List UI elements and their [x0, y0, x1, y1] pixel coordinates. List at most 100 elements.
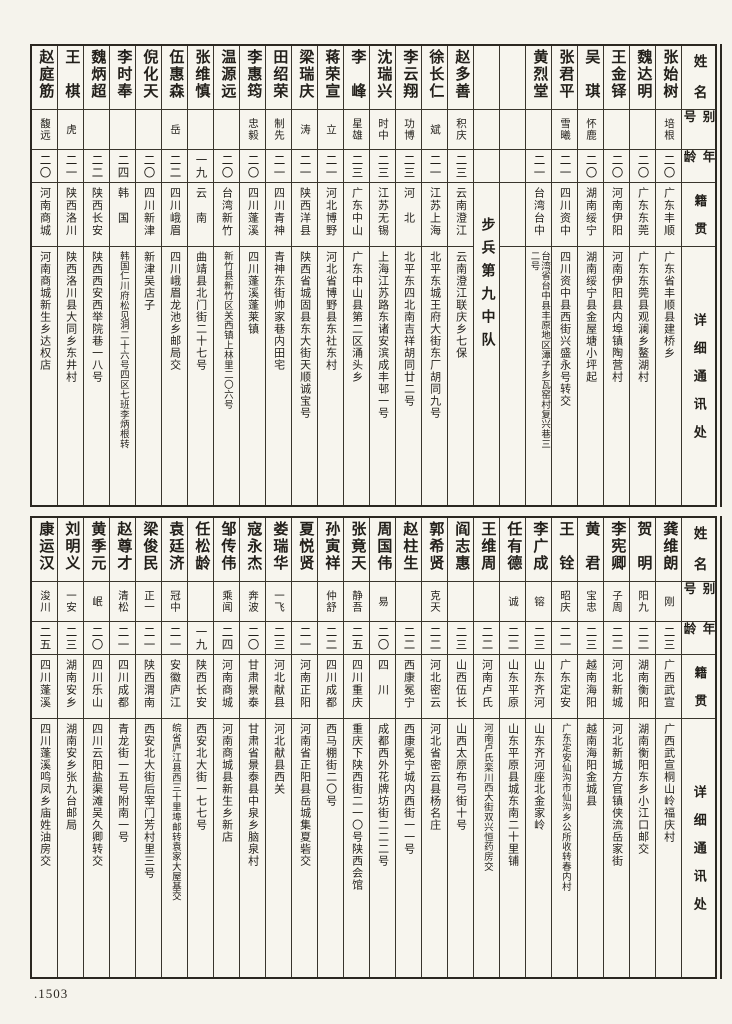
empty-name-cell: [500, 46, 525, 110]
name-cell: 李云翔: [396, 46, 421, 110]
empty-origin-cell: [500, 183, 525, 247]
origin-cell: 安徽庐江: [162, 655, 187, 719]
age-cell: 二三: [266, 622, 291, 655]
alias-cell: 正一: [136, 582, 161, 622]
roster-table-top: 姓 名别 号年 龄籍 贯详 细 通 讯 处张始树 培根 二〇 广东丰顺 广东省丰顺县建桥…: [30, 44, 722, 507]
alias-cell: 昭庆: [552, 582, 577, 622]
name-cell: 李宪卿: [604, 518, 629, 582]
name-cell: 张君平: [552, 46, 577, 110]
address-cell: 广西武宣桐山岭福庆村: [662, 723, 675, 843]
person-column: 龚维朗刚二三 广西武宣 广西武宣桐山岭福庆村: [656, 518, 682, 977]
empty-alias-cell: [474, 110, 499, 150]
name-cell: 伍惠森: [162, 46, 187, 110]
origin-cell: 山东齐河: [526, 655, 551, 719]
origin-cell: 云南澄江: [448, 183, 473, 247]
name-cell: 徐长仁: [422, 46, 447, 110]
age-cell: 二〇: [656, 150, 681, 183]
header-address: 详 细 通 讯 处: [691, 785, 707, 911]
address-cell: 陕西省城固县东大街天顺诚宝号: [298, 251, 311, 419]
age-cell: 二二: [396, 622, 421, 655]
alias-cell: 时中: [370, 110, 395, 150]
age-cell: 二三: [656, 622, 681, 655]
name-cell: 黄季元: [84, 518, 109, 582]
age-cell: 二〇: [630, 150, 655, 183]
address-cell: 新竹县新竹区关西镇上林里二〇六号: [221, 251, 232, 410]
address-cell: 四川蓬溪鸣凤乡庙姓油房交: [38, 723, 51, 867]
name-cell: 邹传伟: [214, 518, 239, 582]
origin-cell: 四川蓬溪: [32, 655, 57, 719]
origin-cell: 越南海阳: [578, 655, 603, 719]
alias-cell: 斌: [422, 110, 447, 150]
name-cell: 倪化天: [136, 46, 161, 110]
age-cell: 二三: [448, 150, 473, 183]
alias-cell: 星雄: [344, 110, 369, 150]
person-column: 赵尊才 清松 二一 四川成都 青龙街一五号附南一号: [110, 518, 136, 977]
age-cell: 二三: [448, 622, 473, 655]
person-column: 沈瑞兴 时中 二三 江苏无锡 上海江苏路东诸安滨成丰邨一号: [370, 46, 396, 505]
person-column: 张竟天 静吾 二五 四川重庆 重庆下陕西街二一〇号陕西会馆: [344, 518, 370, 977]
header-name: 姓 名: [682, 46, 715, 110]
age-cell: 二三: [578, 622, 603, 655]
person-column: 黄烈堂 二一 台湾台中 台湾省台中县丰原地区潭子乡瓦窑村复兴巷三 二号: [526, 46, 552, 505]
person-column: 赵多善 积庆 二三 云南澄江 云南澄江联庆乡七保: [448, 46, 474, 505]
address-cell: 北平东四北南吉祥胡同廿二号: [402, 251, 415, 407]
address-cell: 西安北大街一七七号: [194, 723, 207, 831]
person-column: 魏达明 二〇 广东东莞 广东东莞县观澜乡鳌湖村: [630, 46, 656, 505]
address-cell: 河北献县西关: [272, 723, 285, 795]
name-cell: 黄 君: [578, 518, 603, 582]
name-cell: 蒋荣宣: [318, 46, 343, 110]
header-age: 年 龄: [682, 150, 715, 183]
roster-table-bottom: 姓 名别 号年 龄籍 贯详 细 通 讯 处龚维朗刚二三 广西武宣 广西武宣桐山岭福庆…: [30, 516, 722, 979]
origin-cell: 四川新津: [136, 183, 161, 247]
person-column: 伍惠森岳二二 四川峨眉 四川峨眉龙池乡邮局交: [162, 46, 188, 505]
header-alias: 别 号: [682, 110, 715, 150]
age-cell: 二二: [318, 622, 343, 655]
address-cell: 西马棚街二〇号: [324, 723, 337, 807]
address-cell: 湖南衡阳东乡小江口邮交: [636, 723, 649, 855]
header-age: 年 龄: [682, 622, 715, 655]
name-cell: 李时奉: [110, 46, 135, 110]
person-column: 王 铨昭庆 二一 广东定安 广东定安仙沟市仙沟乡公所收转春内村: [552, 518, 578, 977]
alias-cell: 乘闻: [214, 582, 239, 622]
origin-cell: 广东丰顺: [656, 183, 681, 247]
age-cell: 二二: [474, 622, 499, 655]
age-cell: 二〇: [578, 150, 603, 183]
alias-cell: 宝忠: [578, 582, 603, 622]
person-column: 寇永杰 奔波 二〇 甘肃景泰 甘肃省景泰县中泉乡脑泉村: [240, 518, 266, 977]
origin-cell: 河南商城: [214, 655, 239, 719]
person-column: 张君平 雪曦 二一 四川资中 四川资中县西街兴盛永号转交: [552, 46, 578, 505]
age-cell: 二〇: [240, 150, 265, 183]
origin-cell: 江苏无锡: [370, 183, 395, 247]
origin-cell: 河南正阳: [292, 655, 317, 719]
age-cell: 二二: [162, 150, 187, 183]
name-cell: 李广成: [526, 518, 551, 582]
origin-cell: 西康冕宁: [396, 655, 421, 719]
age-cell: 二三: [344, 150, 369, 183]
name-cell: 任松龄: [188, 518, 213, 582]
name-cell: 赵尊才: [110, 518, 135, 582]
age-cell: 二二: [604, 622, 629, 655]
address-cell: 台湾省台中县丰原地区潭子乡瓦窑村复兴巷三 二号: [528, 251, 550, 449]
alias-cell: 一飞: [266, 582, 291, 622]
age-cell: 二四: [214, 622, 239, 655]
origin-cell: 河北新城: [604, 655, 629, 719]
spacer-column: [500, 46, 526, 505]
address-cell: 西安北大街后宰门芳村里三号: [142, 723, 155, 879]
origin-cell: 四川重庆: [344, 655, 369, 719]
name-cell: 王 棋: [58, 46, 83, 110]
alias-cell: [188, 110, 213, 150]
empty-age-cell: [500, 150, 525, 183]
address-cell: 青神东街帅家巷内田宅: [272, 251, 285, 371]
origin-cell: 广东定安: [552, 655, 577, 719]
person-column: 魏炳超 二二 陕西长安 陕西西安西举院巷一八号: [84, 46, 110, 505]
alias-cell: 功博: [396, 110, 421, 150]
person-column: 徐长仁斌二一 江苏上海 北平东城王府大街东厂胡同九号: [422, 46, 448, 505]
address-cell: 甘肃省景泰县中泉乡脑泉村: [246, 723, 259, 867]
name-cell: 田绍荣: [266, 46, 291, 110]
header-column: 姓 名别 号年 龄籍 贯详 细 通 讯 处: [682, 518, 715, 977]
origin-cell: 河南伊阳: [604, 183, 629, 247]
age-cell: 二〇: [604, 150, 629, 183]
alias-cell: 一安: [58, 582, 83, 622]
origin-cell: 四川成都: [318, 655, 343, 719]
person-column: 阎志惠 二三 山西伍长 山西太原布弓街十号: [448, 518, 474, 977]
